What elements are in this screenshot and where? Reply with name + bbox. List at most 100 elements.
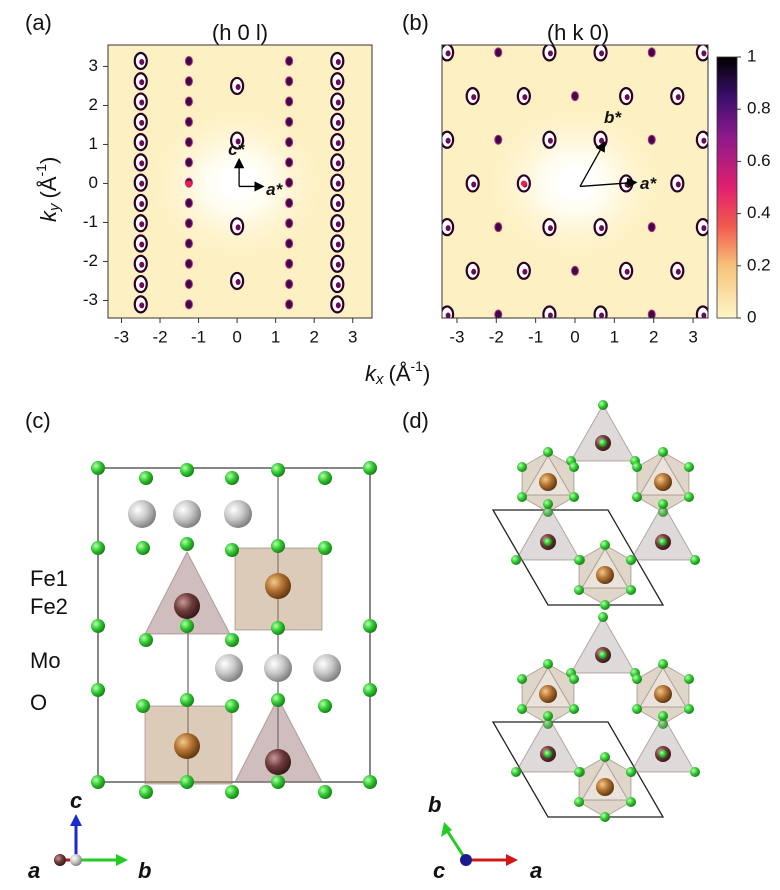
arrow-head (116, 854, 128, 866)
atom (658, 719, 668, 729)
spot-core (139, 180, 145, 187)
spot-core (139, 282, 145, 289)
atom (91, 461, 105, 475)
atom (658, 711, 668, 721)
atom (180, 463, 194, 477)
spot (184, 157, 193, 168)
atom (70, 854, 82, 866)
atom (658, 659, 668, 669)
axis-name: b (138, 858, 151, 883)
atom (139, 785, 153, 799)
arrow-head (441, 822, 452, 837)
atom (511, 767, 521, 777)
spot (185, 180, 192, 187)
colorbar-tick-label: 0.6 (747, 151, 771, 170)
atom (543, 711, 553, 721)
spot-core (139, 221, 145, 228)
spot-core (624, 94, 630, 101)
atom (517, 492, 528, 502)
spot (285, 55, 294, 66)
atom (632, 674, 643, 684)
spot-core (701, 225, 707, 232)
spot (285, 137, 294, 148)
atom (271, 463, 285, 477)
x-tick-label: 0 (570, 327, 579, 346)
atom (632, 704, 643, 714)
atom (511, 555, 521, 565)
atom (264, 654, 292, 682)
atom (539, 685, 557, 703)
spot-core (335, 221, 341, 228)
atom (91, 619, 105, 633)
arrow-head (70, 814, 82, 826)
colorbar-tick-label: 0.4 (747, 203, 771, 222)
atom (363, 619, 377, 633)
label-unit: (Å (36, 176, 61, 198)
x-tick-label: 2 (309, 327, 318, 346)
label-subscript: x (375, 371, 384, 388)
spot-core (235, 278, 241, 285)
atom (599, 439, 607, 447)
spot-core (335, 119, 341, 126)
spot (494, 47, 503, 58)
unit-cell (491, 509, 665, 606)
x-tick-label: -1 (528, 327, 543, 346)
spot-core (235, 138, 241, 145)
axis-name: b (428, 792, 441, 817)
axis-label: kx (Å-1) (365, 358, 430, 388)
unit-cell (491, 721, 665, 818)
atom (599, 651, 607, 659)
atom (318, 471, 332, 485)
atom (91, 775, 105, 789)
atom (632, 492, 643, 502)
atom (91, 541, 105, 555)
atom (517, 704, 528, 714)
label-subscript: y (46, 202, 63, 212)
spot-core (139, 200, 145, 207)
vector-label: c* (228, 140, 245, 159)
panel-title: (h k 0) (547, 20, 609, 45)
vector-arrow (579, 177, 638, 189)
spot-core (139, 58, 145, 65)
atom (654, 685, 672, 703)
spot (285, 258, 294, 269)
atom (174, 733, 200, 759)
spot-core (675, 181, 681, 188)
x-tick-label: -2 (152, 327, 167, 346)
spot (285, 76, 294, 87)
x-tick-label: 3 (348, 327, 357, 346)
spot (494, 222, 503, 233)
atom (598, 612, 608, 622)
atom (654, 473, 672, 491)
spot-core (335, 99, 341, 106)
atom (600, 600, 610, 610)
atom (543, 499, 553, 509)
colorbar-tick-label: 0.8 (747, 99, 771, 118)
spot-core (139, 79, 145, 86)
atom (568, 674, 579, 684)
panel-label: (d) (402, 408, 429, 433)
beam-stop (557, 164, 597, 199)
atom (543, 507, 553, 517)
atom (596, 778, 614, 796)
atom (658, 499, 668, 509)
x-tick-label: -3 (114, 327, 129, 346)
axis-name: a (530, 858, 542, 883)
atom (225, 471, 239, 485)
spot (647, 222, 656, 233)
legend-label: Fe1 (30, 566, 68, 591)
vector-label: a* (266, 180, 283, 199)
atom (225, 633, 239, 647)
x-tick-label: 1 (610, 327, 619, 346)
spot (494, 309, 503, 318)
legend-label: Fe2 (30, 594, 68, 619)
plot-frame (107, 44, 373, 319)
atom (658, 507, 668, 517)
spot-core (445, 50, 451, 57)
vector-label: b* (604, 108, 622, 127)
y-tick-label: -3 (83, 290, 98, 309)
atom (128, 500, 156, 528)
colorbar-tick-label: 0.2 (747, 255, 771, 274)
tetrahedron (144, 550, 231, 635)
spot-core (624, 268, 630, 275)
